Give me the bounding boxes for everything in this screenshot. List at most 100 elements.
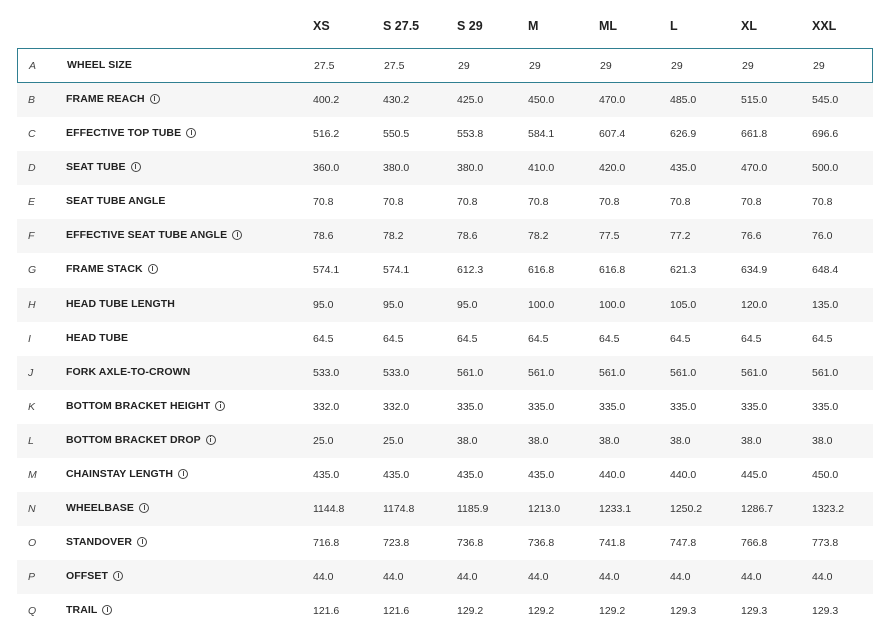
- row-label-text: BOTTOM BRACKET HEIGHT: [66, 399, 211, 412]
- cell-value: 332.0: [383, 400, 410, 413]
- cell-value: 78.6: [313, 230, 334, 243]
- table-row[interactable]: K BOTTOM BRACKET HEIGHT 332.0 332.0 335.0 335…: [17, 390, 873, 424]
- cell-value: 29: [671, 60, 683, 72]
- table-row[interactable]: C EFFECTIVE TOP TUBE 516.2 550.5 553.8 584.1 6…: [17, 117, 873, 151]
- table-row[interactable]: O STANDOVER 716.8 723.8 736.8 736.8 741.8 747.8…: [17, 526, 873, 560]
- table-row[interactable]: Q TRAIL 121.6 121.6 129.2 129.2 129.2 129.3 129.…: [17, 594, 873, 628]
- cell-value: 76.0: [812, 230, 833, 243]
- info-icon[interactable]: [113, 571, 124, 582]
- row-label: HEAD TUBE: [66, 332, 128, 344]
- row-letter: E: [28, 196, 36, 209]
- row-label-text: OFFSET: [66, 570, 109, 583]
- table-row[interactable]: P OFFSET 44.0 44.0 44.0 44.0 44.0 44.0 44.0 44.0: [17, 560, 873, 595]
- table-row[interactable]: M CHAINSTAY LENGTH 435.0 435.0 435.0 435.0 440…: [17, 458, 873, 492]
- row-label: CHAINSTAY LENGTH: [66, 468, 188, 480]
- row-letter: G: [28, 264, 37, 277]
- table-row[interactable]: B FRAME REACH 400.2 430.2 425.0 450.0 470.0 485…: [17, 83, 873, 118]
- cell-value: 29: [458, 60, 470, 72]
- size-header-s-29[interactable]: S 29: [457, 19, 483, 33]
- row-label: SEAT TUBE: [66, 161, 141, 173]
- cell-value: 661.8: [741, 128, 768, 141]
- cell-value: 574.1: [383, 264, 410, 277]
- size-header-ml[interactable]: ML: [599, 19, 618, 33]
- cell-value: 29: [529, 60, 541, 72]
- cell-value: 29: [600, 60, 612, 72]
- info-icon[interactable]: [102, 605, 113, 616]
- row-label: FRAME STACK: [66, 263, 158, 275]
- info-icon[interactable]: [205, 434, 216, 445]
- info-icon[interactable]: [232, 230, 243, 241]
- cell-value: 135.0: [812, 298, 839, 311]
- cell-value: 70.8: [313, 196, 334, 209]
- row-label: EFFECTIVE TOP TUBE: [66, 127, 197, 140]
- cell-value: 696.6: [812, 128, 839, 141]
- info-icon[interactable]: [130, 162, 141, 173]
- cell-value: 553.8: [457, 128, 484, 141]
- cell-value: 129.2: [528, 605, 555, 618]
- row-label: STANDOVER: [66, 536, 148, 549]
- table-row[interactable]: N WHEELBASE 1144.8 1174.8 1185.9 1213.0 1233.1…: [17, 492, 873, 527]
- cell-value: 129.2: [457, 605, 484, 618]
- cell-value: 64.5: [670, 332, 691, 345]
- row-label-text: SEAT TUBE ANGLE: [66, 195, 166, 208]
- info-icon[interactable]: [215, 400, 226, 411]
- cell-value: 561.0: [812, 366, 839, 379]
- cell-value: 95.0: [383, 298, 404, 311]
- info-icon[interactable]: [137, 537, 148, 548]
- cell-value: 38.0: [457, 434, 478, 447]
- row-letter: B: [28, 94, 36, 106]
- cell-value: 410.0: [528, 162, 555, 175]
- cell-value: 25.0: [383, 434, 404, 447]
- row-letter: O: [28, 537, 37, 550]
- size-header-xs[interactable]: XS: [313, 19, 330, 33]
- cell-value: 335.0: [670, 400, 697, 413]
- row-label-text: WHEEL SIZE: [67, 59, 132, 71]
- row-letter: M: [28, 469, 37, 482]
- table-row[interactable]: L BOTTOM BRACKET DROP 25.0 25.0 38.0 38.0 38.0…: [17, 423, 873, 459]
- cell-value: 766.8: [741, 537, 768, 550]
- size-header-l[interactable]: L: [670, 19, 678, 33]
- cell-value: 584.1: [528, 128, 555, 141]
- size-header-xl[interactable]: XL: [741, 19, 757, 33]
- table-row[interactable]: I HEAD TUBE 64.5 64.5 64.5 64.5 64.5 64.5 64.5 64…: [17, 322, 873, 356]
- info-icon[interactable]: [186, 128, 197, 139]
- cell-value: 485.0: [670, 94, 697, 106]
- info-icon[interactable]: [139, 503, 149, 514]
- table-row[interactable]: A WHEEL SIZE 27.5 27.5 29 29 29 29 29 29: [17, 48, 873, 83]
- table-row[interactable]: E SEAT TUBE ANGLE 70.8 70.8 70.8 70.8 70.8 70.8…: [17, 185, 873, 219]
- table-row[interactable]: H HEAD TUBE LENGTH 95.0 95.0 95.0 100.0 100.0 1…: [17, 287, 873, 322]
- info-icon[interactable]: [178, 469, 188, 480]
- info-icon[interactable]: [147, 264, 158, 275]
- row-label: OFFSET: [66, 570, 124, 583]
- cell-value: 612.3: [457, 264, 484, 277]
- row-label-text: HEAD TUBE: [66, 331, 129, 344]
- cell-value: 29: [813, 60, 825, 72]
- cell-value: 64.5: [528, 332, 549, 345]
- table-row[interactable]: D SEAT TUBE 360.0 380.0 380.0 410.0 420.0 435.0…: [17, 151, 873, 186]
- cell-value: 430.2: [383, 94, 410, 106]
- info-icon[interactable]: [149, 94, 160, 104]
- row-label: FRAME REACH: [66, 93, 160, 105]
- table-row[interactable]: F EFFECTIVE SEAT TUBE ANGLE 78.6 78.2 78.6 78…: [17, 219, 873, 254]
- cell-value: 70.8: [383, 196, 404, 209]
- row-label-text: STANDOVER: [66, 536, 133, 549]
- cell-value: 129.2: [599, 605, 626, 618]
- cell-value: 1213.0: [528, 503, 561, 516]
- row-letter: F: [28, 230, 35, 243]
- size-header-xxl[interactable]: XXL: [812, 19, 837, 33]
- row-letter: P: [28, 571, 36, 584]
- cell-value: 380.0: [457, 162, 484, 175]
- cell-value: 44.0: [741, 571, 762, 584]
- cell-value: 78.6: [457, 230, 478, 243]
- cell-value: 515.0: [741, 94, 768, 106]
- cell-value: 38.0: [812, 434, 833, 447]
- size-header-row: XS S 27.5 S 29 M ML L XL XXL: [17, 0, 873, 48]
- cell-value: 129.3: [812, 605, 839, 618]
- table-row[interactable]: G FRAME STACK 574.1 574.1 612.3 616.8 616.8 621…: [17, 253, 873, 287]
- table-row[interactable]: J FORK AXLE-TO-CROWN 533.0 533.0 561.0 561.0 5…: [17, 355, 873, 390]
- size-header-m[interactable]: M: [528, 19, 539, 33]
- size-header-s-27.5[interactable]: S 27.5: [383, 19, 420, 33]
- cell-value: 648.4: [812, 264, 839, 277]
- row-label: TRAIL: [66, 604, 113, 616]
- row-label-text: EFFECTIVE TOP TUBE: [66, 127, 182, 140]
